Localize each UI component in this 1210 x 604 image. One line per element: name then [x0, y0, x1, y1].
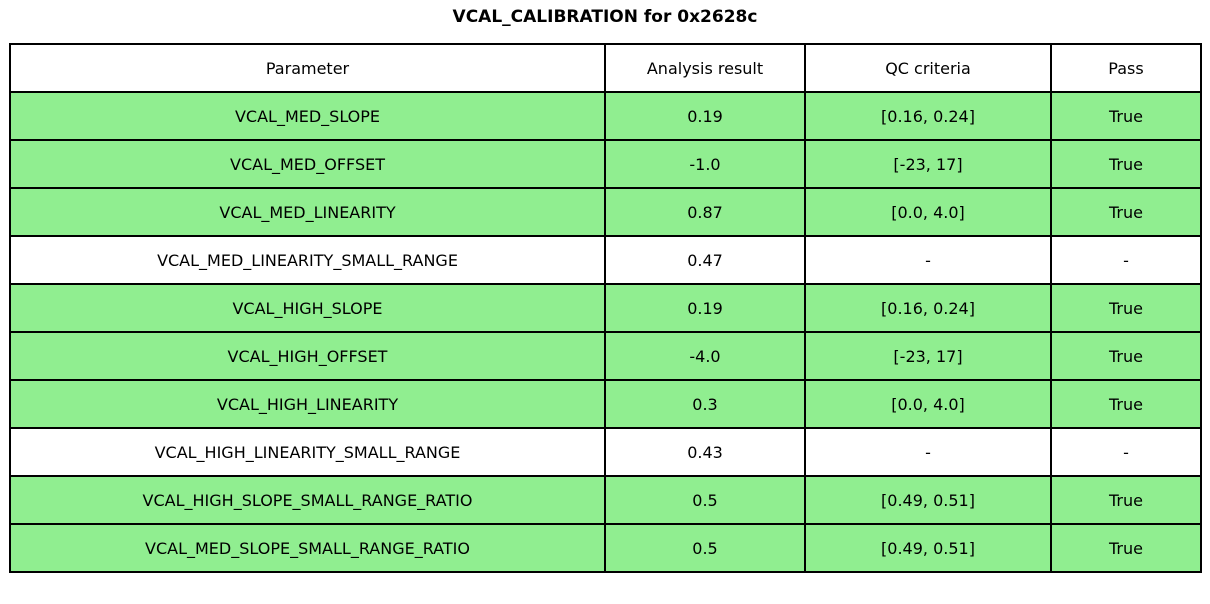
criteria-cell: [0.49, 0.51] [804, 475, 1052, 525]
pass-cell: True [1050, 91, 1202, 141]
result-cell: 0.3 [604, 379, 806, 429]
criteria-cell: [0.0, 4.0] [804, 379, 1052, 429]
table-row: VCAL_MED_OFFSET -1.0 [-23, 17] True [9, 139, 1202, 189]
criteria-cell: - [804, 235, 1052, 285]
result-cell: -4.0 [604, 331, 806, 381]
page-title: VCAL_CALIBRATION for 0x2628c [452, 7, 758, 27]
result-cell: 0.47 [604, 235, 806, 285]
table-row: VCAL_HIGH_LINEARITY_SMALL_RANGE 0.43- - [9, 427, 1202, 477]
pass-cell: - [1050, 235, 1202, 285]
criteria-cell: [0.0, 4.0] [804, 187, 1052, 237]
parameter-cell: VCAL_HIGH_OFFSET [9, 331, 606, 381]
column-header-analysis-result: Analysis result [604, 43, 806, 93]
table-row: VCAL_MED_SLOPE_SMALL_RANGE_RATIO 0.5 [0.49… [9, 523, 1202, 573]
criteria-cell: [0.16, 0.24] [804, 91, 1052, 141]
table-row: VCAL_MED_LINEARITY 0.87 [0.0, 4.0] True [9, 187, 1202, 237]
criteria-cell: [0.16, 0.24] [804, 283, 1052, 333]
column-header-pass: Pass [1050, 43, 1202, 93]
result-cell: 0.19 [604, 91, 806, 141]
table-row: VCAL_HIGH_SLOPE 0.19 [0.16, 0.24] True [9, 283, 1202, 333]
header-row: Parameter Analysis result QC criteria Pa… [9, 43, 1202, 93]
table-row: VCAL_HIGH_SLOPE_SMALL_RANGE_RATIO 0.5 [0.4… [9, 475, 1202, 525]
criteria-cell: [-23, 17] [804, 139, 1052, 189]
table-row: VCAL_HIGH_LINEARITY 0.3 [0.0, 4.0] True [9, 379, 1202, 429]
pass-cell: True [1050, 187, 1202, 237]
pass-cell: - [1050, 427, 1202, 477]
parameter-cell: VCAL_MED_SLOPE_SMALL_RANGE_RATIO [9, 523, 606, 573]
parameter-cell: VCAL_HIGH_LINEARITY_SMALL_RANGE [9, 427, 606, 477]
pass-cell: True [1050, 139, 1202, 189]
pass-cell: True [1050, 475, 1202, 525]
criteria-cell: [0.49, 0.51] [804, 523, 1052, 573]
result-cell: 0.5 [604, 523, 806, 573]
qc-results-table-container: Parameter Analysis result QC criteria Pa… [9, 43, 1202, 573]
table-row: VCAL_MED_LINEARITY_SMALL_RANGE 0.47- - [9, 235, 1202, 285]
parameter-cell: VCAL_MED_LINEARITY [9, 187, 606, 237]
table-body: VCAL_MED_SLOPE 0.19 [0.16, 0.24] True VCAL_M… [9, 91, 1202, 573]
criteria-cell: - [804, 427, 1052, 477]
table-row: VCAL_HIGH_OFFSET -4.0 [-23, 17] True [9, 331, 1202, 381]
criteria-cell: [-23, 17] [804, 331, 1052, 381]
column-header-qc-criteria: QC criteria [804, 43, 1052, 93]
parameter-cell: VCAL_MED_LINEARITY_SMALL_RANGE [9, 235, 606, 285]
table-row: VCAL_MED_SLOPE 0.19 [0.16, 0.24] True [9, 91, 1202, 141]
result-cell: 0.87 [604, 187, 806, 237]
column-header-parameter: Parameter [9, 43, 606, 93]
result-cell: 0.5 [604, 475, 806, 525]
pass-cell: True [1050, 331, 1202, 381]
result-cell: 0.19 [604, 283, 806, 333]
qc-results-table: Parameter Analysis result QC criteria Pa… [9, 43, 1202, 573]
parameter-cell: VCAL_HIGH_SLOPE [9, 283, 606, 333]
pass-cell: True [1050, 523, 1202, 573]
parameter-cell: VCAL_MED_SLOPE [9, 91, 606, 141]
parameter-cell: VCAL_HIGH_LINEARITY [9, 379, 606, 429]
result-cell: -1.0 [604, 139, 806, 189]
pass-cell: True [1050, 283, 1202, 333]
result-cell: 0.43 [604, 427, 806, 477]
pass-cell: True [1050, 379, 1202, 429]
table-header: Parameter Analysis result QC criteria Pa… [9, 43, 1202, 93]
parameter-cell: VCAL_HIGH_SLOPE_SMALL_RANGE_RATIO [9, 475, 606, 525]
parameter-cell: VCAL_MED_OFFSET [9, 139, 606, 189]
